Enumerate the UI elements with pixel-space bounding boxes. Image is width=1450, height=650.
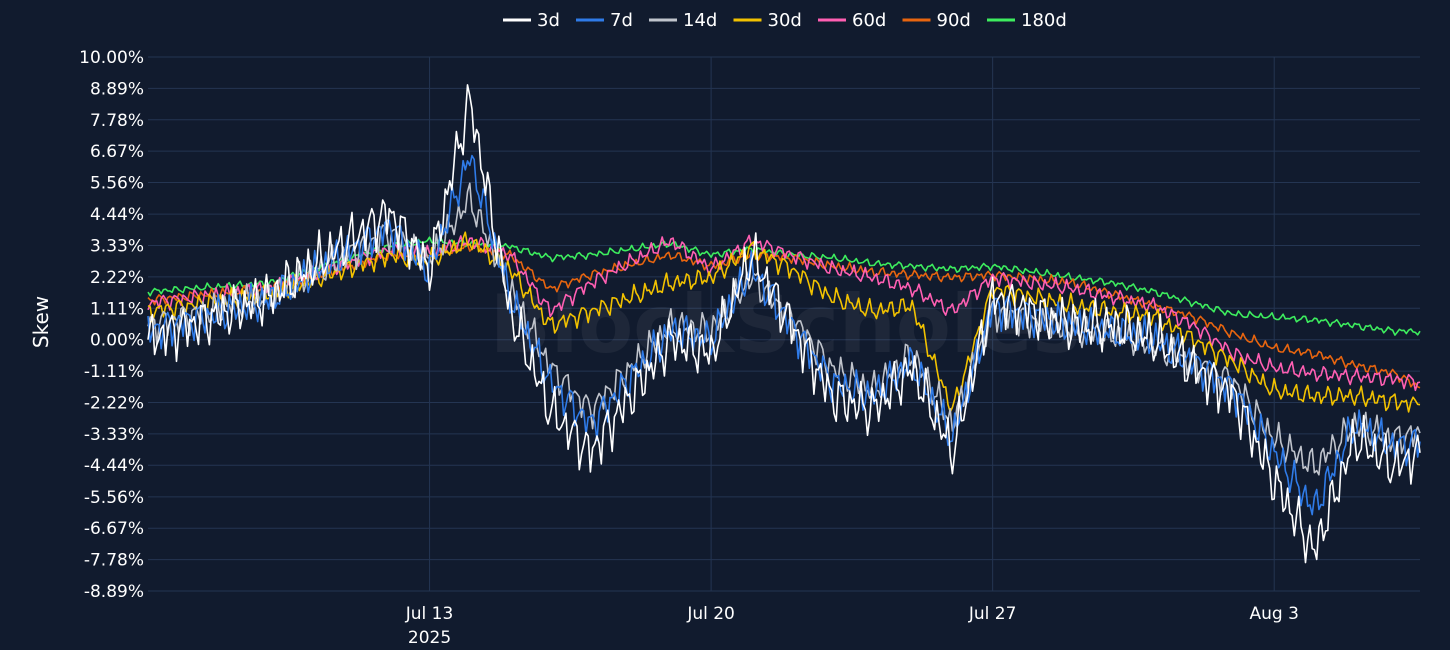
series-layer [147,84,1421,564]
y-tick-label: -6.67% [84,519,144,539]
y-tick-label: 3.33% [90,237,144,257]
legend-label-7d: 7d [610,10,633,31]
legend-label-180d: 180d [1021,10,1067,31]
legend-label-30d: 30d [768,10,802,31]
series-line-14d [147,182,1421,476]
legend: 3d 7d 14d 30d 60d 90d 180d [503,10,1067,31]
y-tick-label: -5.56% [84,488,144,508]
y-tick-label: 7.78% [90,111,144,131]
y-tick-label: 0.00% [90,331,144,351]
y-tick-label: 4.44% [90,205,144,225]
x-tick-label: Aug 3 [1249,604,1298,624]
grid [148,56,1420,592]
x-tick-label: Jul 20 [686,604,735,624]
y-tick-label: 6.67% [90,142,144,162]
x-tick-year-label: 2025 [408,628,451,648]
y-tick-label: -7.78% [84,551,144,571]
y-tick-label: 10.00% [79,48,144,68]
y-tick-label: 8.89% [90,79,144,99]
series-line-3d [147,84,1421,564]
y-tick-label: 2.22% [90,268,144,288]
legend-label-14d: 14d [683,10,717,31]
x-axis-ticks: Jul 13 2025 Jul 20 Jul 27 Aug 3 [405,604,1299,648]
y-tick-label: -8.89% [84,582,144,602]
y-tick-label: -1.11% [84,362,144,382]
y-tick-label: 5.56% [90,174,144,194]
y-axis-ticks: 10.00% 8.89% 7.78% 6.67% 5.56% 4.44% 3.33% 2.22… [79,48,144,602]
y-tick-label: 1.11% [90,299,144,319]
y-tick-label: -4.44% [84,456,144,476]
y-tick-label: -2.22% [84,393,144,413]
series-line-180d [147,236,1421,336]
x-tick-label: Jul 13 [405,604,454,624]
legend-label-60d: 60d [852,10,886,31]
legend-label-90d: 90d [937,10,971,31]
x-tick-label: Jul 27 [968,604,1017,624]
y-tick-label: -3.33% [84,425,144,445]
y-axis-label: Skew [29,296,53,348]
legend-label-3d: 3d [537,10,560,31]
